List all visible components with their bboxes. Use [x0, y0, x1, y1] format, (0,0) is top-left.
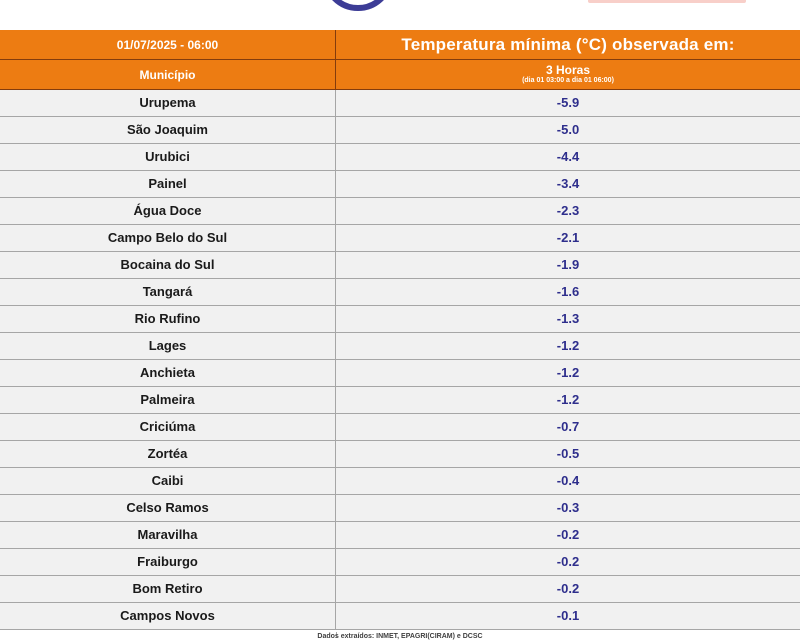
temperature-value-cell: -0.4	[556, 473, 580, 488]
temperature-value-cell: -1.2	[556, 365, 580, 380]
table-row: Anchieta -1.2	[0, 360, 800, 387]
municipio-column-header-cell: Município	[0, 60, 336, 89]
table-row: Celso Ramos -0.3	[0, 495, 800, 522]
municipality-cell: Zortéa	[0, 441, 336, 467]
municipality-cell: São Joaquim	[0, 117, 336, 143]
hours-column-header-cell: 3 Horas (dia 01 03:00 a dia 01 06:00)	[336, 60, 800, 89]
municipality-cell: Palmeira	[0, 387, 336, 413]
table-row: Campo Belo do Sul -2.1	[0, 225, 800, 252]
data-source-note: Dados extraídos: INMET, EPAGRI(CIRAM) e …	[317, 633, 483, 640]
municipality-cell: Tangará	[0, 279, 336, 305]
table-column-header-row: Município 3 Horas (dia 01 03:00 a dia 01…	[0, 60, 800, 90]
column-divider-stub	[336, 632, 337, 638]
municipality-cell: Anchieta	[0, 360, 336, 386]
table-row: Caibi -0.4	[0, 468, 800, 495]
temperature-value-cell: -1.9	[556, 257, 580, 272]
cropped-logo-strip-icon	[588, 0, 746, 3]
table-row: Rio Rufino -1.3	[0, 306, 800, 333]
hours-column-subheader: (dia 01 03:00 a dia 01 06:00)	[522, 77, 614, 84]
municipality-cell: Bom Retiro	[0, 576, 336, 602]
municipality-cell: Lages	[0, 333, 336, 359]
table-row: Fraiburgo -0.2	[0, 549, 800, 576]
municipality-cell: Urupema	[0, 90, 336, 116]
temperature-value-cell: -0.3	[556, 500, 580, 515]
blue-circle-logo-icon	[322, 0, 394, 11]
temperature-value-cell: -0.7	[556, 419, 580, 434]
table-row: Zortéa -0.5	[0, 441, 800, 468]
temperature-value-cell: -1.2	[556, 392, 580, 407]
table-row: São Joaquim -5.0	[0, 117, 800, 144]
municipio-column-header: Município	[139, 67, 196, 82]
temperature-value-cell: -2.3	[556, 203, 580, 218]
temperature-value-cell: -0.1	[556, 608, 580, 623]
municipality-cell: Criciúma	[0, 414, 336, 440]
municipality-cell: Bocaina do Sul	[0, 252, 336, 278]
table-row: Lages -1.2	[0, 333, 800, 360]
table-row: Campos Novos -0.1	[0, 603, 800, 630]
temperature-value-cell: -0.2	[556, 581, 580, 596]
municipality-cell: Maravilha	[0, 522, 336, 548]
temperature-value-cell: -4.4	[556, 149, 580, 164]
municipality-cell: Fraiburgo	[0, 549, 336, 575]
table-row: Maravilha -0.2	[0, 522, 800, 549]
municipality-cell: Caibi	[0, 468, 336, 494]
temperature-table: 01/07/2025 - 06:00 Temperatura mínima (°…	[0, 30, 800, 630]
table-row: Bom Retiro -0.2	[0, 576, 800, 603]
municipality-cell: Campos Novos	[0, 603, 336, 629]
table-row: Bocaina do Sul -1.9	[0, 252, 800, 279]
municipality-cell: Campo Belo do Sul	[0, 225, 336, 251]
table-title: Temperatura mínima (°C) observada em:	[401, 34, 735, 54]
table-row: Água Doce -2.3	[0, 198, 800, 225]
top-logo-strip	[0, 0, 800, 30]
table-row: Tangará -1.6	[0, 279, 800, 306]
temperature-value-cell: -1.6	[556, 284, 580, 299]
municipality-cell: Água Doce	[0, 198, 336, 224]
table-row: Urupema -5.9	[0, 90, 800, 117]
table-row: Urubici -4.4	[0, 144, 800, 171]
temperature-value-cell: -0.2	[556, 554, 580, 569]
table-row: Painel -3.4	[0, 171, 800, 198]
date-time-cell: 01/07/2025 - 06:00	[0, 30, 336, 59]
municipality-cell: Urubici	[0, 144, 336, 170]
temperature-value-cell: -0.5	[556, 446, 580, 461]
temperature-value-cell: -3.4	[556, 176, 580, 191]
temperature-value-cell: -0.2	[556, 527, 580, 542]
table-row: Palmeira -1.2	[0, 387, 800, 414]
temperature-value-cell: -5.9	[556, 95, 580, 110]
table-row: Criciúma -0.7	[0, 414, 800, 441]
hours-column-header: 3 Horas	[545, 63, 591, 77]
municipality-cell: Painel	[0, 171, 336, 197]
table-title-cell: Temperatura mínima (°C) observada em:	[336, 30, 800, 59]
table-body: Urupema -5.9 São Joaquim -5.0 Urubici -4.4 Pai…	[0, 90, 800, 630]
temperature-value-cell: -1.2	[556, 338, 580, 353]
table-header-date-row: 01/07/2025 - 06:00 Temperatura mínima (°…	[0, 30, 800, 60]
temperature-value-cell: -1.3	[556, 311, 580, 326]
temperature-value-cell: -2.1	[556, 230, 580, 245]
date-time-label: 01/07/2025 - 06:00	[116, 37, 219, 52]
municipality-cell: Rio Rufino	[0, 306, 336, 332]
municipality-cell: Celso Ramos	[0, 495, 336, 521]
temperature-value-cell: -5.0	[556, 122, 580, 137]
